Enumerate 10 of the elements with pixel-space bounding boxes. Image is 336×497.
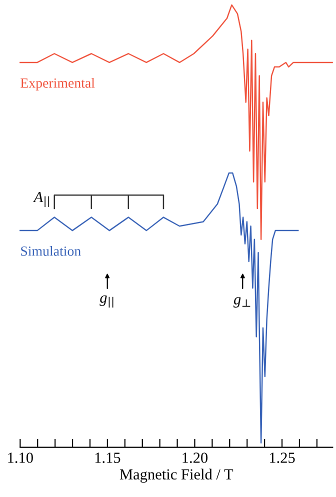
x-tick-label: 1.10 xyxy=(8,452,33,463)
x-tick-label: 1.15 xyxy=(95,452,120,463)
series-label: Simulation xyxy=(21,246,81,256)
annotation: A$_{||}$ xyxy=(32,192,50,207)
x-tick-label: 1.25 xyxy=(270,452,295,463)
annotation: g$_{⊥}$ xyxy=(233,297,250,308)
x-tick-label: 1.20 xyxy=(182,452,208,463)
series-label: Experimental xyxy=(20,78,95,91)
annotation: g$_{||}$ xyxy=(100,295,114,308)
x-axis-title: Magnetic Field / T xyxy=(120,468,234,483)
